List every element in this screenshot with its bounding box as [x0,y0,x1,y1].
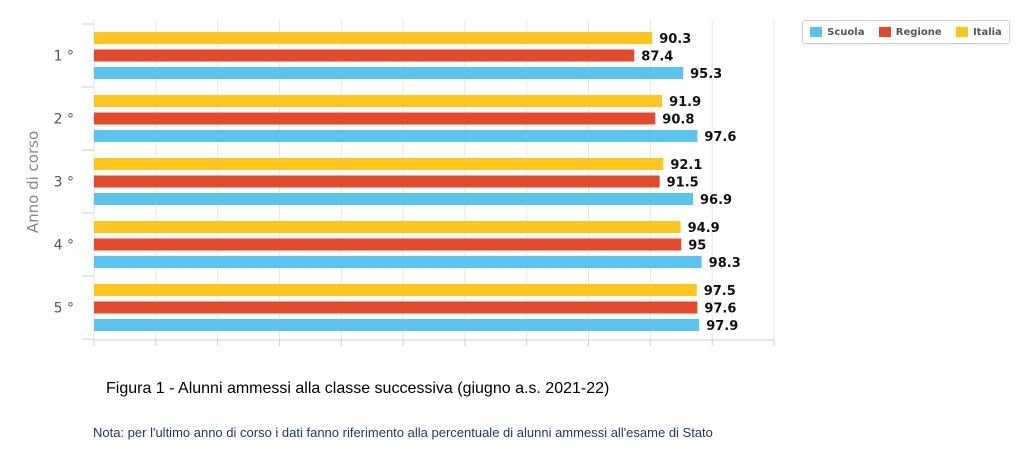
legend-swatch-italia [955,27,968,37]
legend: Scuola Regione Italia [802,20,1010,44]
category-label-1: 1 ° [54,49,74,65]
bar-regione-2[interactable] [94,112,656,125]
bar-regione-1[interactable] [94,49,635,62]
value-label-scuola-5: 97.9 [706,319,738,334]
bars-group [94,32,702,331]
category-label-3: 3 ° [54,175,74,191]
value-label-regione-1: 87.4 [641,50,673,65]
category-labels-group: 1 ° 2 ° 3 ° 4 ° 5 ° [54,49,74,317]
bar-italia-4[interactable] [94,221,681,233]
figure-caption: Figura 1 - Alunni ammessi alla classe su… [106,380,610,397]
bar-scuola-1[interactable] [94,67,684,79]
legend-item-italia[interactable]: Italia [955,26,1002,38]
value-label-regione-3: 91.5 [667,176,699,191]
figure-note: Nota: per l'ultimo anno di corso i dati … [93,425,713,440]
legend-swatch-scuola [810,27,823,37]
bar-italia-1[interactable] [94,32,653,44]
y-axis-title: Anno di corso [24,131,42,233]
legend-swatch-regione [878,27,891,37]
bar-scuola-4[interactable] [94,256,702,268]
value-label-italia-2: 91.9 [669,95,701,110]
legend-label-italia: Italia [972,26,1002,38]
value-label-scuola-3: 96.9 [700,193,732,208]
bar-scuola-3[interactable] [94,193,694,205]
bar-regione-3[interactable] [94,175,660,188]
value-label-italia-4: 94.9 [688,221,720,236]
value-label-scuola-4: 98.3 [709,256,741,271]
value-label-italia-5: 97.5 [704,284,736,299]
value-labels-group: 90.387.495.391.990.897.692.191.596.994.9… [641,32,740,334]
category-label-4: 4 ° [54,238,74,254]
bar-regione-5[interactable] [94,301,698,314]
value-label-italia-3: 92.1 [670,158,702,173]
bar-scuola-5[interactable] [94,319,700,331]
bar-regione-4[interactable] [94,238,682,251]
bar-italia-3[interactable] [94,158,664,170]
category-label-5: 5 ° [54,301,74,317]
bar-scuola-2[interactable] [94,130,698,142]
value-label-scuola-2: 97.6 [704,130,736,145]
legend-label-regione: Regione [895,26,942,38]
bar-italia-5[interactable] [94,284,697,296]
value-label-regione-2: 90.8 [662,113,694,128]
legend-label-scuola: Scuola [827,26,865,38]
bar-italia-2[interactable] [94,95,663,107]
value-label-regione-4: 95 [688,239,706,254]
category-label-2: 2 ° [54,112,74,128]
bar-chart: Anno di corso 90.387.495.391.990.897.692… [24,20,775,346]
legend-item-scuola[interactable]: Scuola [810,27,864,38]
value-label-italia-1: 90.3 [659,32,691,47]
value-label-regione-5: 97.6 [704,302,736,317]
value-label-scuola-1: 95.3 [690,67,722,82]
legend-item-regione[interactable]: Regione [878,26,942,38]
